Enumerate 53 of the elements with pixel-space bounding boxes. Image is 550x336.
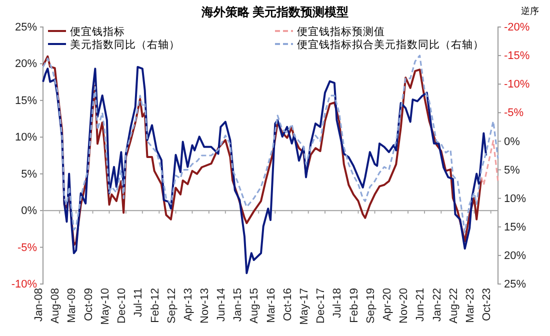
x-tick-label: Feb-19 <box>348 288 360 323</box>
y-tick-label: 25% <box>14 22 38 34</box>
x-tick-label: Dec-17 <box>315 288 328 324</box>
legend-label: 便宜钱指标预测值 <box>297 25 385 38</box>
x-tick-label: Apr-20 <box>381 288 394 322</box>
x-tick-label: Apr-13 <box>182 288 194 322</box>
x-tick-label: May-17 <box>298 288 310 325</box>
x-tick-label: Aug-15 <box>248 288 261 324</box>
line-series <box>480 140 499 186</box>
y-tick-label: 20% <box>14 58 38 70</box>
y-tick-label: 5% <box>21 168 38 180</box>
y-tick-label: 0% <box>21 205 38 218</box>
y2-tick-label: 15% <box>504 221 526 234</box>
y2-tick-label: 0% <box>504 136 520 148</box>
x-tick-label: Jan-08 <box>33 288 46 322</box>
x-tick-label: Nov-20 <box>398 288 410 324</box>
x-tick-label: Mar-09 <box>66 288 78 323</box>
x-tick-label: Mar-16 <box>265 288 278 323</box>
x-tick-label: Aug-08 <box>50 288 62 324</box>
y2-tick-label: -5% <box>504 107 524 120</box>
x-tick-label: Jul-18 <box>332 288 344 318</box>
y-tick-label: -5% <box>17 242 38 254</box>
x-tick-label: Oct-16 <box>282 288 294 322</box>
y2-tick-label: 10% <box>504 192 526 205</box>
x-tick-label: Aug-22 <box>448 288 460 324</box>
x-tick-label: Mar-23 <box>464 288 476 323</box>
y-tick-label: 15% <box>14 94 38 107</box>
y2-tick-label: 20% <box>504 250 526 262</box>
y-tick-label: 10% <box>14 132 38 144</box>
x-tick-label: May-10 <box>99 288 112 325</box>
x-tick-label: Feb-12 <box>149 288 162 323</box>
y2-tick-label: -10% <box>504 78 530 91</box>
x-tick-label: Jun-21 <box>414 288 427 322</box>
x-tick-label: Sep-19 <box>364 288 377 324</box>
legend-label: 便宜钱指标 <box>70 25 125 38</box>
x-tick-label: Sep-12 <box>166 288 178 324</box>
y2-tick-label: 5% <box>504 164 520 176</box>
line-series <box>42 66 488 274</box>
y2-tick-label: 25% <box>504 278 526 291</box>
y2-tick-label: -15% <box>504 50 530 62</box>
x-tick-label: Jan-15 <box>232 288 244 322</box>
x-tick-label: Jul-11 <box>132 288 145 318</box>
y2-axis-title: 逆序 <box>521 6 539 16</box>
y2-tick-label: -20% <box>504 22 530 34</box>
legend-label: 便宜钱指标拟合美元指数同比（右轴） <box>297 38 484 51</box>
x-tick-label: Oct-23 <box>480 288 493 322</box>
legend-label: 美元指数同比（右轴） <box>70 38 180 51</box>
x-tick-label: Dec-10 <box>116 288 128 324</box>
x-tick-label: Jan-22 <box>431 288 444 322</box>
x-tick-label: Nov-13 <box>199 288 212 324</box>
chart-title: 海外策略 美元指数预测模型 <box>200 5 349 19</box>
x-tick-label: Oct-09 <box>82 288 95 322</box>
x-tick-label: Jun-14 <box>216 288 228 322</box>
